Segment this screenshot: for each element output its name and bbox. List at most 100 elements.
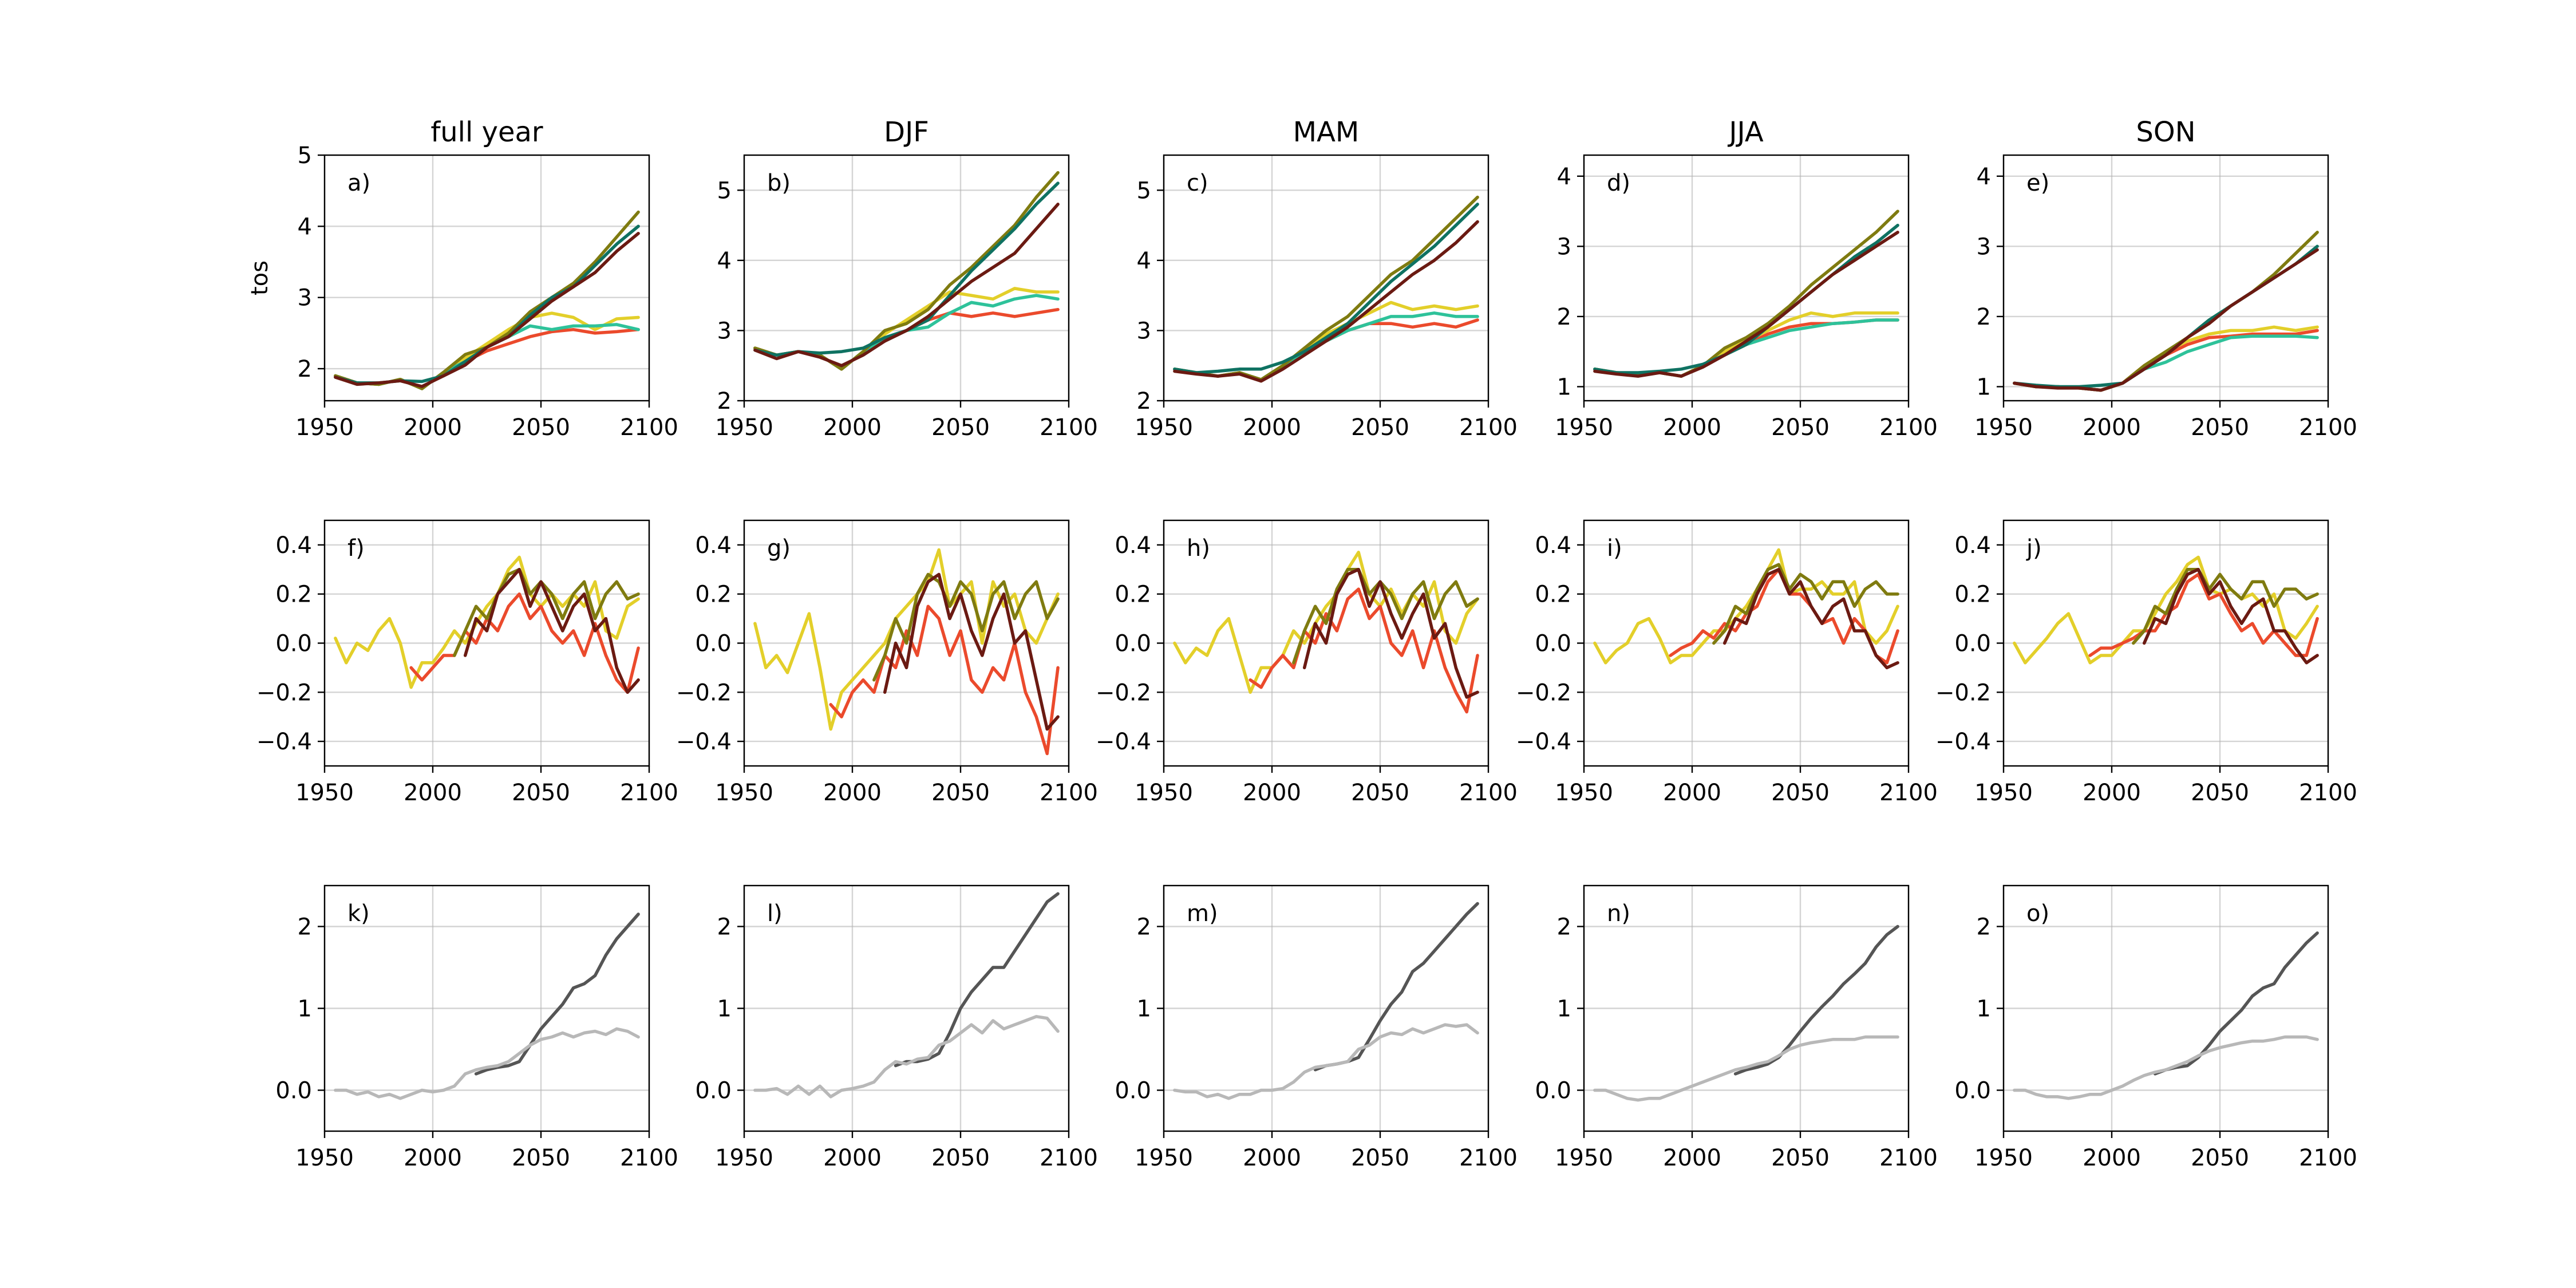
panel-7: 1950 2000 2050 2100 −0.4 −0.2 0.0 0.2 0.4 g)	[676, 519, 1098, 806]
x-tick-label: 2000	[2083, 780, 2141, 806]
y-tick-label: 0.0	[1115, 631, 1151, 657]
series-line-1	[894, 892, 1060, 1068]
x-tick-label: 2000	[1663, 1145, 1721, 1171]
x-tick-label: 2050	[1771, 780, 1830, 806]
panel-label: d)	[1607, 170, 1630, 196]
series-line-3	[2132, 568, 2319, 645]
panel-label: m)	[1187, 900, 1218, 927]
panel-1: 1950 2000 2050 2100 2 3 4 5 a) full year tos	[247, 116, 678, 441]
series-line-2	[2088, 572, 2319, 657]
x-tick-label: 1950	[715, 1145, 773, 1171]
series-line-2	[829, 605, 1060, 756]
y-tick-label: 2	[298, 914, 312, 941]
panel-title: full year	[430, 116, 543, 148]
axes-frame	[1163, 154, 1490, 402]
series-line-4	[334, 210, 640, 390]
series-line-6	[334, 232, 640, 388]
y-tick-label: 2	[298, 356, 312, 382]
y-tick-label: 0.4	[1535, 532, 1571, 559]
y-tick-label: 0.0	[1535, 631, 1571, 657]
y-tick-label: −0.4	[1516, 729, 1571, 755]
series-line-1	[1733, 924, 1899, 1076]
y-tick-label: 4	[1977, 164, 1991, 190]
x-tick-label: 2100	[2299, 780, 2357, 806]
x-tick-label: 2100	[1459, 414, 1518, 441]
series-line-6	[753, 203, 1060, 368]
panel-4: 1950 2000 2050 2100 1 2 3 4 d) JJA	[1555, 116, 1938, 441]
panel-title: DJF	[884, 116, 929, 148]
y-tick-label: 0.0	[1115, 1078, 1151, 1104]
panel-3: 1950 2000 2050 2100 2 3 4 5 c) MAM	[1135, 116, 1518, 441]
y-tick-label: 3	[1137, 318, 1151, 344]
series-line-2	[1173, 1023, 1479, 1100]
series-line-2	[409, 592, 640, 694]
panel-title: JJA	[1727, 116, 1763, 148]
y-tick-label: 5	[298, 143, 312, 169]
panel-label: b)	[767, 170, 791, 196]
panel-label: k)	[347, 900, 370, 927]
y-tick-label: 1	[1557, 374, 1571, 400]
series-line-2	[1593, 1035, 1899, 1102]
series-line-2	[1593, 318, 1899, 378]
y-tick-label: 2	[1137, 388, 1151, 414]
x-tick-label: 2050	[512, 780, 570, 806]
panel-8: 1950 2000 2050 2100 −0.4 −0.2 0.0 0.2 0.4 h)	[1096, 519, 1518, 806]
y-tick-label: 4	[298, 214, 312, 240]
y-tick-label: 0.4	[695, 532, 732, 559]
x-tick-label: 2000	[823, 414, 882, 441]
y-tick-label: −0.4	[256, 729, 312, 755]
y-tick-label: 0.0	[695, 1078, 732, 1104]
y-tick-label: 2	[1137, 914, 1151, 941]
series-line-3	[1712, 563, 1899, 645]
x-tick-label: 2000	[1663, 780, 1721, 806]
series-line-4	[1173, 195, 1479, 381]
x-tick-label: 2000	[1243, 780, 1301, 806]
panel-label: h)	[1187, 535, 1210, 562]
series-line-4	[753, 171, 1060, 371]
y-tick-label: 0.0	[1954, 1078, 1991, 1104]
panel-label: j)	[2026, 535, 2042, 562]
x-tick-label: 2050	[1771, 414, 1830, 441]
x-tick-label: 2100	[1459, 780, 1518, 806]
x-tick-label: 1950	[1135, 780, 1193, 806]
y-tick-label: 3	[298, 285, 312, 311]
y-tick-label: 4	[1557, 164, 1571, 190]
x-tick-label: 2100	[620, 1145, 678, 1171]
panel-13: 1950 2000 2050 2100 0.0 1 2 m)	[1115, 884, 1518, 1171]
series-line-3	[453, 568, 640, 657]
y-tick-label: 0.0	[695, 631, 732, 657]
series-line-6	[2013, 248, 2319, 392]
x-tick-label: 1950	[1974, 780, 2033, 806]
series-line-4	[1722, 568, 1899, 670]
series-line-2	[753, 1015, 1060, 1099]
x-tick-label: 2000	[2083, 1145, 2141, 1171]
x-tick-label: 2000	[404, 1145, 462, 1171]
series-line-3	[2013, 334, 2319, 392]
y-tick-label: 1	[1977, 996, 1991, 1022]
panel-label: o)	[2026, 900, 2049, 927]
series-line-3	[1292, 568, 1479, 665]
series-line-1	[2013, 555, 2319, 665]
panel-10: 1950 2000 2050 2100 −0.4 −0.2 0.0 0.2 0.4 j)	[1935, 519, 2357, 806]
x-tick-label: 2100	[1879, 414, 1938, 441]
panel-label: l)	[767, 900, 783, 927]
y-tick-label: 2	[1557, 914, 1571, 941]
x-tick-label: 2100	[1040, 414, 1098, 441]
panel-label: f)	[347, 535, 365, 562]
x-tick-label: 2000	[404, 414, 462, 441]
series-line-3	[1593, 318, 1899, 378]
x-tick-label: 2050	[2191, 414, 2249, 441]
series-line-6	[1173, 220, 1479, 383]
y-axis-label: tos	[247, 260, 273, 295]
series-line-4	[2013, 231, 2319, 392]
y-tick-label: 0.4	[1954, 532, 1991, 559]
x-tick-label: 2100	[1459, 1145, 1518, 1171]
y-tick-label: 0.2	[695, 582, 732, 608]
series-line-2	[2013, 329, 2319, 392]
y-tick-label: 2	[717, 388, 732, 414]
y-tick-label: 4	[1137, 248, 1151, 274]
series-line-1	[1313, 902, 1479, 1072]
series-line-4	[2142, 568, 2319, 665]
x-tick-label: 2050	[1351, 780, 1409, 806]
